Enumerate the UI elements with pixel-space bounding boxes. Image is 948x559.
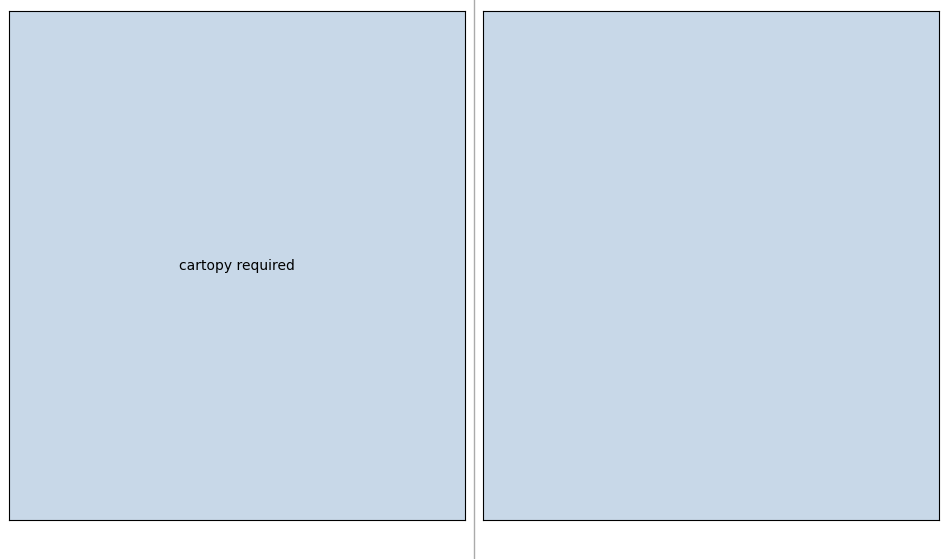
- Text: cartopy required: cartopy required: [179, 258, 295, 273]
